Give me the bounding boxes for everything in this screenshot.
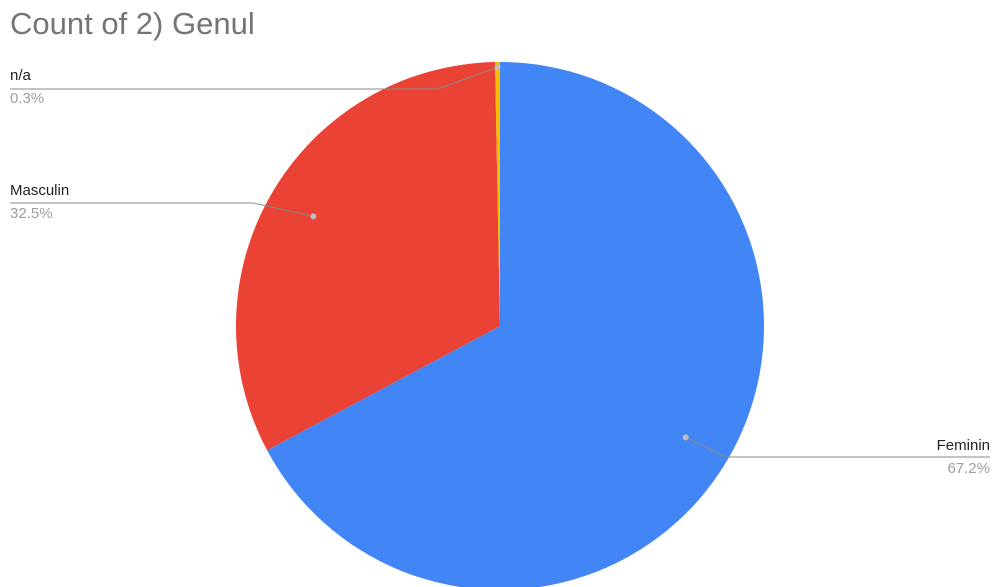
pie-labels: Feminin 67.2% Masculin 32.5% n/a 0.3% [10,64,990,477]
slice-label-n-a: n/a [10,67,32,84]
leader-line-feminin [685,436,990,458]
pie-slice-n-a [495,62,500,326]
leader-dot-n-a [494,64,501,71]
slice-label-masculin: Masculin [10,182,69,199]
slice-percent-n-a: 0.3% [10,90,44,107]
slice-label-feminin: Feminin [937,437,990,454]
pie-slice-masculin [235,62,500,451]
pie-slice-feminin [267,62,764,587]
slice-percent-masculin: 32.5% [10,205,53,222]
chart-title: Count of 2) Genul [10,6,255,41]
leader-dot-masculin [310,213,317,220]
slice-percent-feminin: 67.2% [947,460,990,477]
leader-line-n-a [10,66,498,90]
leader-dot-feminin [682,434,689,441]
pie-slices [235,62,764,587]
leader-line-masculin [10,202,314,217]
